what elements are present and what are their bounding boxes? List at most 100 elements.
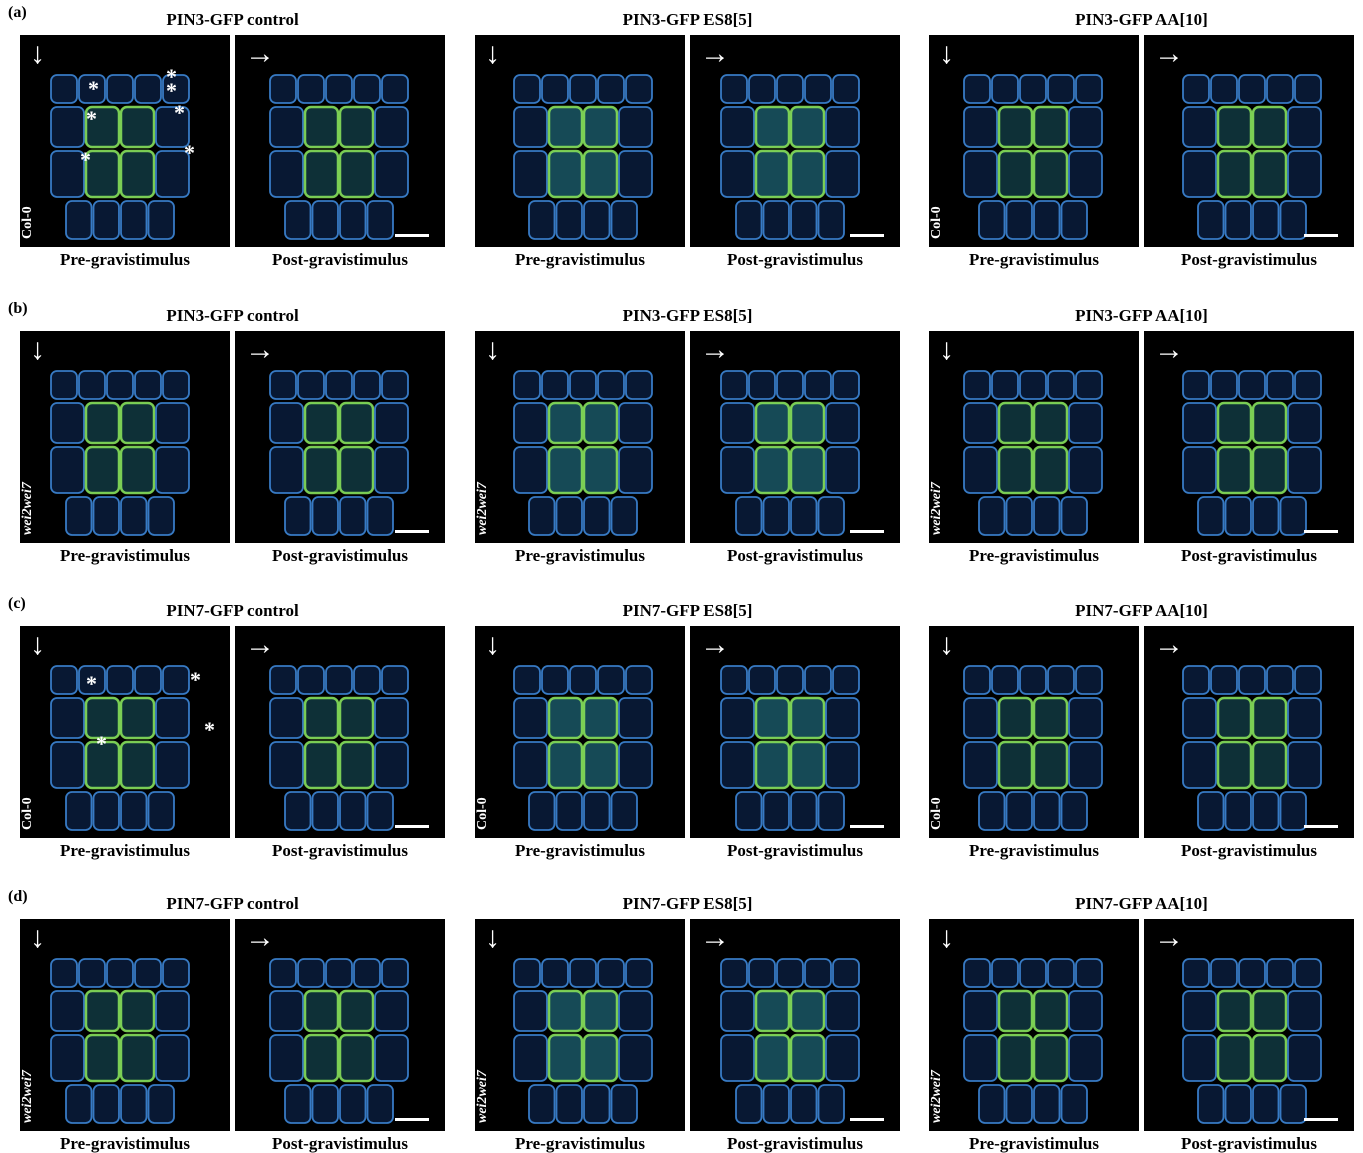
micrograph: → <box>235 626 445 838</box>
cell <box>1198 497 1224 535</box>
direction-arrow: ↓ <box>939 923 954 953</box>
cell <box>612 792 638 830</box>
genotype-label: wei2wei7 <box>475 482 491 535</box>
cell <box>135 959 161 987</box>
cell <box>791 403 824 443</box>
micrograph: → <box>690 919 900 1131</box>
group-title: PIN3-GFP AA[10] <box>929 10 1354 30</box>
cell <box>121 201 147 239</box>
cell <box>584 698 617 738</box>
panel-caption: Post-gravistimulus <box>1144 250 1354 270</box>
cell <box>721 698 754 738</box>
direction-arrow: → <box>245 923 275 953</box>
cell <box>135 75 161 103</box>
micrograph: ↓wei2wei7 <box>20 331 230 543</box>
panel-caption: Pre-gravistimulus <box>475 546 685 566</box>
cell <box>375 403 408 443</box>
cell <box>270 698 303 738</box>
cell <box>1076 371 1102 399</box>
cell <box>163 959 189 987</box>
cell <box>549 403 582 443</box>
cell <box>285 201 311 239</box>
cell <box>557 201 583 239</box>
cell <box>964 959 990 987</box>
micrograph-image <box>929 331 1139 543</box>
cell <box>382 75 408 103</box>
cell <box>756 151 789 197</box>
direction-arrow: ↓ <box>485 630 500 660</box>
cell <box>819 201 845 239</box>
cell <box>979 792 1005 830</box>
cell <box>514 403 547 443</box>
cell <box>305 403 338 443</box>
cell <box>1253 497 1279 535</box>
cell <box>285 792 311 830</box>
cell <box>340 991 373 1031</box>
micrograph: ↓Col-0******* <box>20 35 230 247</box>
cell <box>1198 792 1224 830</box>
cell <box>270 107 303 147</box>
cell <box>791 1035 824 1081</box>
cell <box>1183 447 1216 493</box>
micrograph-image <box>475 919 685 1131</box>
direction-arrow: → <box>1154 39 1184 69</box>
scale-bar <box>395 825 429 828</box>
cell <box>1288 742 1321 788</box>
cell <box>529 201 555 239</box>
direction-arrow: → <box>1154 923 1184 953</box>
asterisk: * <box>88 79 99 99</box>
cell <box>570 666 596 694</box>
cell <box>721 742 754 788</box>
cell <box>368 201 394 239</box>
cell <box>121 792 147 830</box>
cell <box>107 75 133 103</box>
cell <box>326 959 352 987</box>
cell <box>1239 371 1265 399</box>
cell <box>1267 666 1293 694</box>
cell <box>756 1035 789 1081</box>
cell <box>1253 107 1286 147</box>
cell <box>1034 792 1060 830</box>
cell <box>94 497 120 535</box>
cell <box>1034 497 1060 535</box>
cell <box>340 107 373 147</box>
micrograph: → <box>1144 331 1354 543</box>
asterisk: * <box>96 734 107 754</box>
cell <box>1288 151 1321 197</box>
cell <box>298 75 324 103</box>
genotype-label: wei2wei7 <box>929 482 945 535</box>
cell <box>721 1035 754 1081</box>
cell <box>570 959 596 987</box>
cell <box>1076 959 1102 987</box>
cell <box>382 371 408 399</box>
direction-arrow: → <box>700 39 730 69</box>
panel-caption: Post-gravistimulus <box>1144 1134 1354 1153</box>
micrograph: ↓wei2wei7 <box>929 331 1139 543</box>
micrograph: → <box>235 35 445 247</box>
cell <box>964 991 997 1031</box>
cell <box>375 991 408 1031</box>
cell <box>1062 792 1088 830</box>
cell <box>1183 698 1216 738</box>
cell <box>51 1035 84 1081</box>
cell <box>777 371 803 399</box>
cell <box>999 447 1032 493</box>
cell <box>514 959 540 987</box>
cell <box>382 959 408 987</box>
cell <box>619 991 652 1031</box>
cell <box>805 371 831 399</box>
cell <box>964 75 990 103</box>
cell <box>791 151 824 197</box>
cell <box>1020 959 1046 987</box>
cell <box>340 403 373 443</box>
cell <box>121 991 154 1031</box>
cell <box>791 991 824 1031</box>
cell <box>514 742 547 788</box>
group-title: PIN3-GFP AA[10] <box>929 306 1354 326</box>
micrograph-image <box>475 331 685 543</box>
panel-caption: Pre-gravistimulus <box>929 250 1139 270</box>
cell <box>340 201 366 239</box>
cell <box>584 201 610 239</box>
cell <box>598 371 624 399</box>
cell <box>1198 201 1224 239</box>
